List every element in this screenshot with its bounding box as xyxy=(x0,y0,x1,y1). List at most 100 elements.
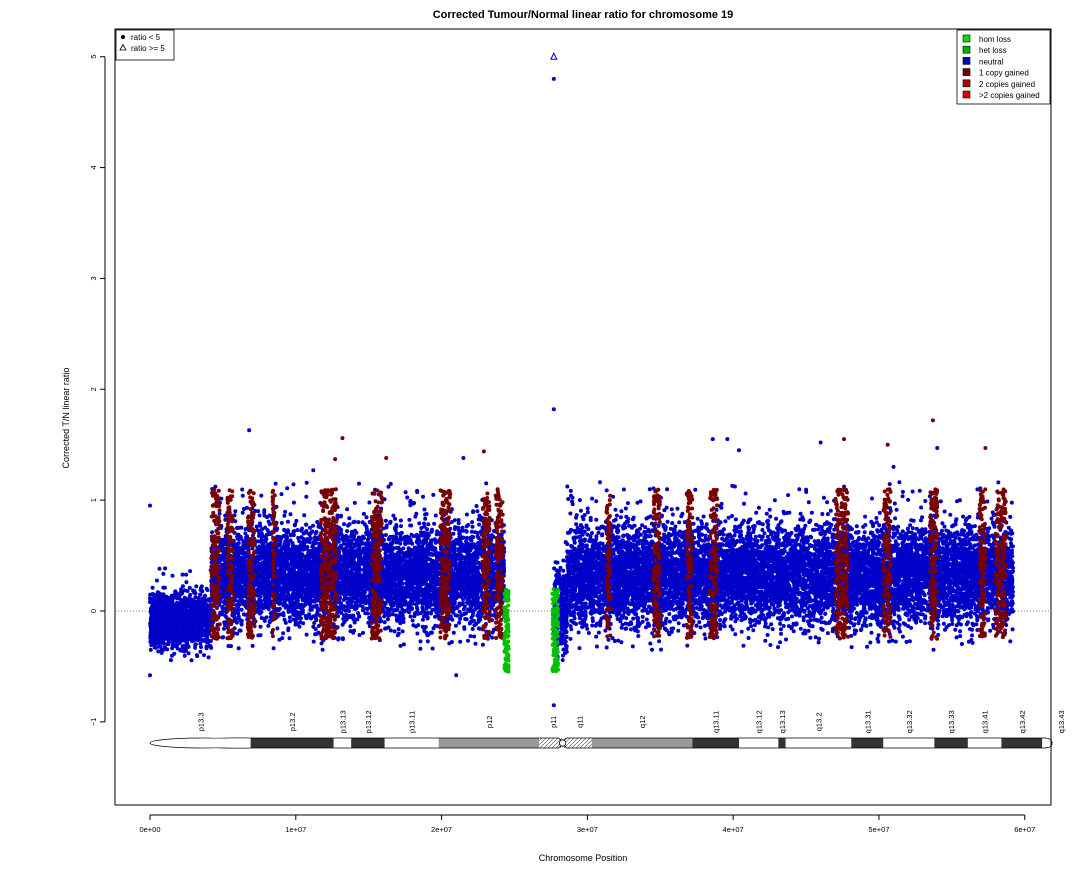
ideogram-band xyxy=(851,738,883,748)
data-point-neutral xyxy=(180,628,184,632)
data-point-neutral xyxy=(179,636,183,640)
data-point-neutral xyxy=(259,625,263,629)
data-point-neutral xyxy=(188,603,192,607)
ideogram-band-label: q13.33 xyxy=(947,710,956,733)
data-point-neutral xyxy=(161,596,165,600)
data-point-neutral xyxy=(415,632,419,636)
data-point-neutral xyxy=(171,640,175,644)
ideogram-band-label: p12 xyxy=(485,716,494,729)
data-point-neutral xyxy=(148,624,152,628)
data-point-neutral xyxy=(181,573,185,577)
ideogram-band-label: q13.13 xyxy=(778,710,787,733)
ideogram-band-label: p11 xyxy=(549,716,558,728)
ideogram-band-label: q13.2 xyxy=(814,712,823,731)
data-point-neutral xyxy=(386,617,390,621)
data-point-neutral xyxy=(179,624,183,628)
data-point-neutral xyxy=(305,633,309,637)
data-point-neutral xyxy=(151,637,155,641)
ideogram-band-label: q12 xyxy=(638,716,647,729)
data-point-neutral xyxy=(176,636,180,640)
data-point-neutral xyxy=(206,640,210,644)
data-point-neutral xyxy=(399,524,403,528)
data-point-neutral xyxy=(199,645,203,649)
data-point-neutral xyxy=(202,653,206,657)
data-point-neutral xyxy=(155,631,159,635)
data-point-neutral xyxy=(163,600,167,604)
data-point-neutral xyxy=(304,495,308,499)
data-point-neutral xyxy=(175,625,179,629)
y-axis-label: Corrected T/N linear ratio xyxy=(61,368,71,469)
data-point-neutral xyxy=(470,520,474,524)
data-point-neutral xyxy=(151,586,155,590)
data-point-neutral xyxy=(237,646,241,650)
data-point-neutral xyxy=(259,494,263,498)
ideogram-band xyxy=(351,738,385,748)
ideogram-band-label: q13.32 xyxy=(905,710,914,733)
data-point-neutral xyxy=(165,608,169,612)
data-point-neutral xyxy=(165,596,169,600)
data-point-neutral xyxy=(266,624,270,628)
data-point-neutral xyxy=(185,642,189,646)
data-point-neutral xyxy=(199,638,203,642)
x-axis-label: Chromosome Position xyxy=(539,853,628,863)
data-point-neutral xyxy=(161,572,165,576)
data-point-neutral xyxy=(171,625,175,629)
ideogram-band-label: q13.31 xyxy=(863,710,872,733)
data-point-neutral xyxy=(207,610,211,614)
data-point-neutral xyxy=(461,597,465,601)
data-point-neutral xyxy=(201,611,205,615)
data-point-neutral xyxy=(155,597,159,601)
data-point-neutral xyxy=(393,629,397,633)
data-point-neutral xyxy=(170,654,174,658)
data-point-neutral xyxy=(463,617,467,621)
data-point-neutral xyxy=(170,606,174,610)
data-point-neutral xyxy=(431,493,435,497)
data-point-neutral xyxy=(312,640,316,644)
data-point-neutral xyxy=(158,611,162,615)
data-point-neutral xyxy=(357,482,361,486)
data-point-neutral xyxy=(163,613,167,617)
data-point-neutral xyxy=(452,631,456,635)
data-point-neutral xyxy=(206,632,210,636)
data-point-neutral xyxy=(179,593,183,597)
data-point-neutral xyxy=(222,627,226,631)
data-point-neutral xyxy=(195,623,199,627)
data-point-neutral xyxy=(185,625,189,629)
data-point-neutral xyxy=(152,593,156,597)
data-point-neutral xyxy=(280,492,284,496)
data-point-neutral xyxy=(191,600,195,604)
data-point-neutral xyxy=(194,642,198,646)
data-point-neutral xyxy=(163,566,167,570)
ideogram-band xyxy=(334,738,351,748)
ideogram-band xyxy=(786,738,852,748)
data-point-neutral xyxy=(190,621,194,625)
data-point-neutral xyxy=(210,530,214,534)
data-point-neutral xyxy=(186,589,190,593)
data-point-neutral xyxy=(192,615,196,619)
data-point-neutral xyxy=(160,648,164,652)
data-point-neutral xyxy=(186,637,190,641)
ideogram-band xyxy=(385,738,439,748)
data-point-neutral xyxy=(183,647,187,651)
data-point-neutral xyxy=(292,482,296,486)
chart-title: Corrected Tumour/Normal linear ratio for… xyxy=(433,9,734,21)
ideogram-band-label: q13.11 xyxy=(712,711,721,733)
data-point-neutral xyxy=(168,628,172,632)
data-point-neutral xyxy=(169,658,173,662)
data-point-neutral xyxy=(466,523,470,527)
ideogram-band-label: q13.42 xyxy=(1018,710,1027,733)
data-point-neutral xyxy=(194,584,198,588)
ideogram-band-label: q13.12 xyxy=(755,710,764,733)
data-point-neutral xyxy=(255,525,259,529)
ideogram-band xyxy=(251,738,334,748)
data-point-neutral xyxy=(401,629,405,633)
data-point-neutral xyxy=(308,540,312,544)
data-point-neutral xyxy=(196,616,200,620)
ideogram-band xyxy=(692,738,739,748)
data-point-neutral xyxy=(426,639,430,643)
data-point-neutral xyxy=(193,591,197,595)
data-point-neutral xyxy=(458,610,462,614)
